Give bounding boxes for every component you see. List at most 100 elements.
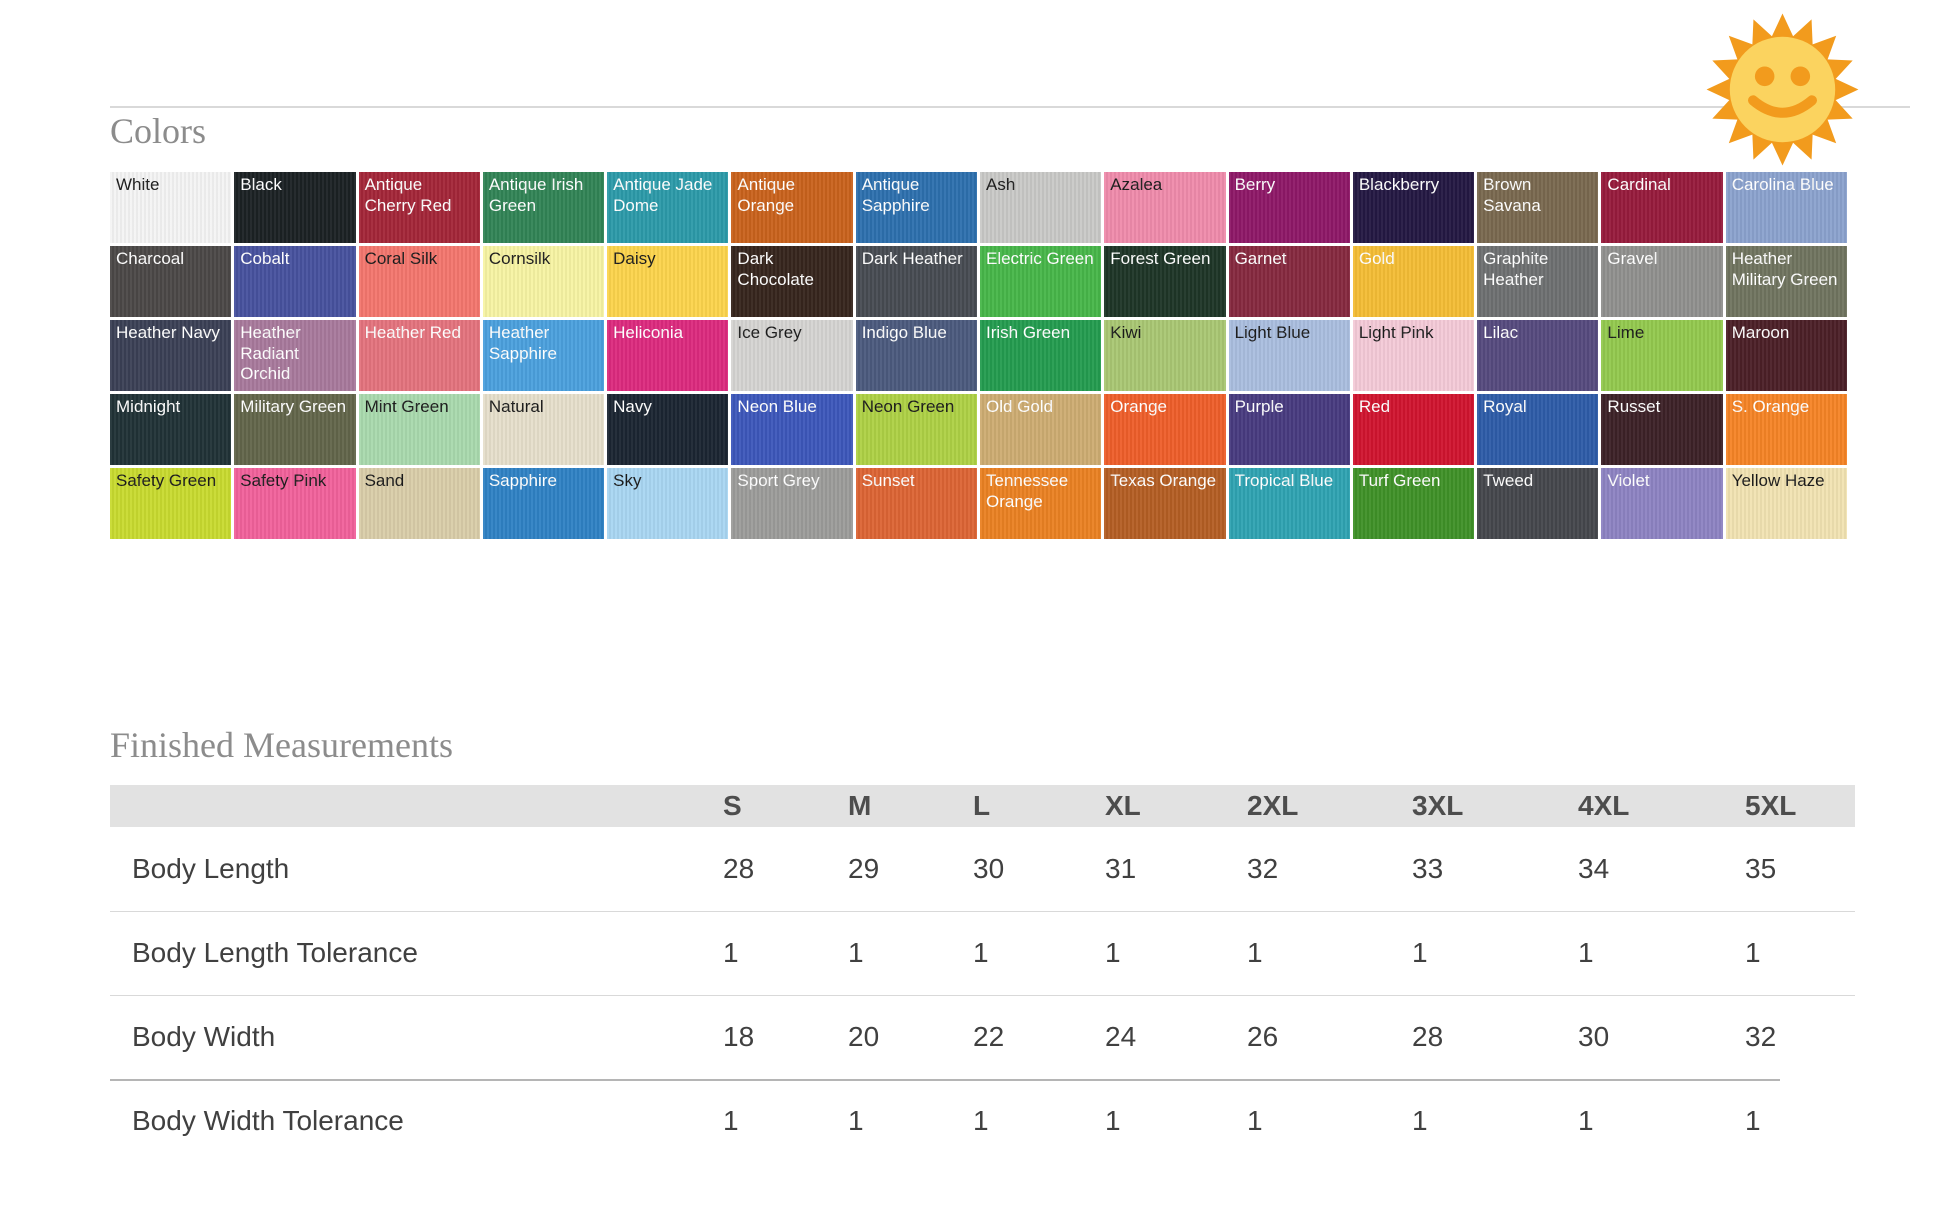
measurement-value: 1 xyxy=(1745,1105,1761,1136)
color-swatch: Antique Sapphire xyxy=(855,172,977,243)
color-swatch: Purple xyxy=(1228,394,1350,465)
sun-eye-left xyxy=(1754,66,1775,87)
color-swatch: Kiwi xyxy=(1104,320,1226,391)
color-swatch: Yellow Haze xyxy=(1725,468,1847,539)
color-swatch-label: Heather Sapphire xyxy=(488,323,557,363)
measurement-value: 1 xyxy=(1745,937,1761,968)
color-swatch-label: Midnight xyxy=(116,397,181,416)
color-swatch: Heather Sapphire xyxy=(482,320,605,391)
color-swatch-label: Old Gold xyxy=(985,397,1054,416)
color-swatch: Orange xyxy=(1104,394,1226,465)
colors-section-heading: Colors xyxy=(110,111,207,151)
measurement-value: 29 xyxy=(848,853,880,884)
color-swatch: Ash xyxy=(979,172,1102,243)
color-swatch: Dark Chocolate xyxy=(731,246,853,317)
color-swatch-label: Coral Silk xyxy=(364,249,438,268)
sun-smile xyxy=(1748,95,1817,118)
color-swatch-label: Antique Orange xyxy=(737,175,796,215)
color-swatch-label: Light Blue xyxy=(1234,323,1311,342)
color-swatch: Brown Savana xyxy=(1477,172,1599,243)
color-swatch: Berry xyxy=(1228,172,1350,243)
size-column-header: 3XL xyxy=(1412,790,1464,821)
color-swatch: Sapphire xyxy=(482,468,605,539)
size-column-header: S xyxy=(723,790,742,821)
measurements-table: S M L XL 2XL 3XL 4XL 5XL Body Length 28 29 30 31 32 3… xyxy=(110,785,1855,1163)
size-column-header: 2XL xyxy=(1247,790,1299,821)
color-swatch-label: White xyxy=(116,175,160,194)
color-swatch-label: Violet xyxy=(1607,471,1650,490)
color-swatch-label: Yellow Haze xyxy=(1731,471,1825,490)
color-swatch: Gravel xyxy=(1601,246,1723,317)
color-swatch: White xyxy=(110,172,232,243)
color-swatch: Heather Red xyxy=(358,320,480,391)
measurement-value: 24 xyxy=(1105,1021,1137,1052)
measurement-value: 26 xyxy=(1247,1021,1279,1052)
measurement-value: 31 xyxy=(1105,853,1137,884)
measurement-row: Body Width Tolerance 1 1 1 1 1 1 1 1 xyxy=(110,1079,1855,1163)
size-column-header: M xyxy=(848,790,872,821)
color-swatch: Military Green xyxy=(234,394,356,465)
color-swatch: Violet xyxy=(1601,468,1723,539)
color-swatch: Cobalt xyxy=(234,246,356,317)
color-swatch-label: Electric Green xyxy=(985,249,1094,268)
size-column-header: 4XL xyxy=(1578,790,1630,821)
color-swatch: Tropical Blue xyxy=(1228,468,1350,539)
color-swatch-label: Military Green xyxy=(240,397,347,416)
color-swatch-label: Gravel xyxy=(1607,249,1658,268)
measurement-value: 18 xyxy=(723,1021,755,1052)
color-swatch-label: Blackberry xyxy=(1358,175,1440,194)
color-swatch: Electric Green xyxy=(979,246,1102,317)
color-swatch: Antique Jade Dome xyxy=(607,172,729,243)
measurement-value: 20 xyxy=(848,1021,880,1052)
sun-eye-right xyxy=(1790,66,1811,87)
color-swatch: Safety Green xyxy=(110,468,232,539)
color-swatch-label: Carolina Blue xyxy=(1731,175,1834,194)
color-swatch: Safety Pink xyxy=(234,468,356,539)
color-swatch-label: Sunset xyxy=(861,471,915,490)
color-swatch-label: Navy xyxy=(613,397,652,416)
color-swatch-label: Cardinal xyxy=(1607,175,1671,194)
measurement-value: 1 xyxy=(973,1105,989,1136)
color-swatch: Black xyxy=(234,172,356,243)
color-swatch-label: Indigo Blue xyxy=(861,323,947,342)
color-swatch: Lilac xyxy=(1477,320,1599,391)
measurements-section-heading: Finished Measurements xyxy=(110,725,453,765)
measurement-value: 1 xyxy=(973,937,989,968)
color-swatch-label: Mint Green xyxy=(364,397,449,416)
color-swatch: Royal xyxy=(1477,394,1599,465)
color-swatch-label: Kiwi xyxy=(1110,323,1142,342)
color-swatch: Maroon xyxy=(1725,320,1847,391)
measurement-value: 1 xyxy=(1247,1105,1263,1136)
color-swatch-label: Lilac xyxy=(1483,323,1519,342)
color-swatch: Coral Silk xyxy=(358,246,480,317)
sun-face xyxy=(1729,36,1836,143)
color-swatch: Garnet xyxy=(1228,246,1350,317)
measurements-header-row: S M L XL 2XL 3XL 4XL 5XL xyxy=(110,785,1855,827)
color-swatch-label: Heliconia xyxy=(613,323,684,342)
measurement-value: 33 xyxy=(1412,853,1444,884)
measurement-value: 1 xyxy=(1412,937,1428,968)
color-swatch-label: Purple xyxy=(1234,397,1284,416)
measurement-value: 1 xyxy=(1578,937,1594,968)
color-swatch: Natural xyxy=(482,394,605,465)
color-swatch-label: Ash xyxy=(985,175,1016,194)
color-swatch: Sunset xyxy=(855,468,977,539)
color-swatch-label: Sky xyxy=(613,471,642,490)
measurement-value: 1 xyxy=(1105,937,1121,968)
color-swatch: Tweed xyxy=(1477,468,1599,539)
color-swatch-label: Orange xyxy=(1110,397,1167,416)
color-swatch-label: Dark Heather xyxy=(861,249,963,268)
color-swatch-label: S. Orange xyxy=(1731,397,1810,416)
size-column-header: XL xyxy=(1105,790,1141,821)
measurement-row: Body Width 18 20 22 24 26 28 30 32 xyxy=(110,995,1855,1079)
measurement-value: 1 xyxy=(1105,1105,1121,1136)
color-swatch-label: Sand xyxy=(364,471,405,490)
color-swatch-label: Gold xyxy=(1358,249,1395,268)
color-swatch-label: Irish Green xyxy=(985,323,1071,342)
color-swatch-label: Light Pink xyxy=(1358,323,1434,342)
color-swatch: Old Gold xyxy=(979,394,1102,465)
measurement-row-label: Body Length xyxy=(132,853,290,884)
color-swatch-label: Charcoal xyxy=(116,249,185,268)
color-swatch-label: Antique Irish Green xyxy=(488,175,584,215)
color-swatch-label: Forest Green xyxy=(1110,249,1211,268)
